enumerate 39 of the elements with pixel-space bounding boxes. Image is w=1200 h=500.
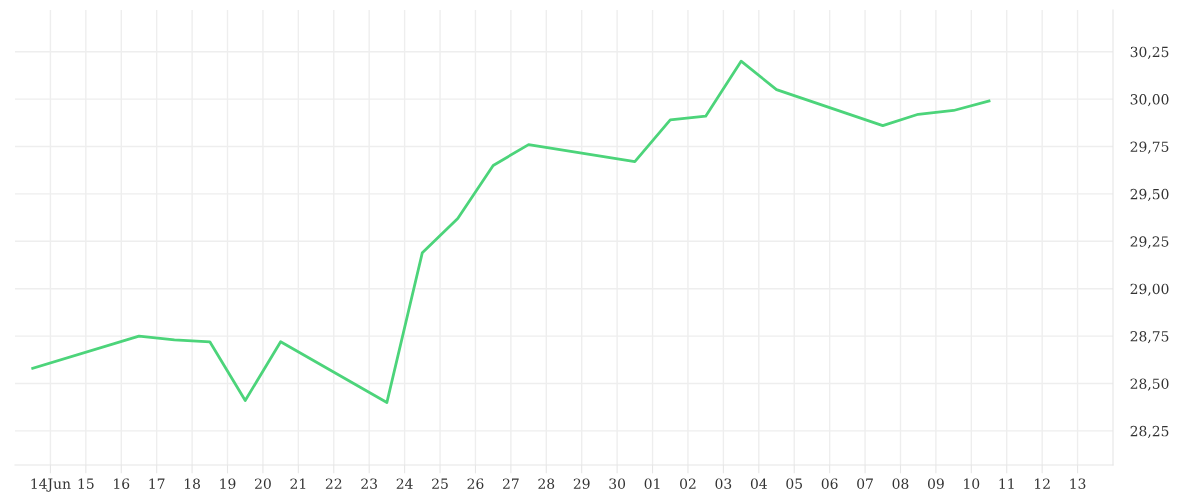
x-tick-label: 22 xyxy=(325,478,342,489)
x-tick-label: 17 xyxy=(149,478,165,489)
x-tick-label: 14Jun xyxy=(31,478,71,492)
y-tick-label: 29,25 xyxy=(1130,236,1169,249)
x-tick-label: 05 xyxy=(786,478,802,489)
x-tick-label: 13 xyxy=(1070,478,1086,489)
x-tick-label: 07 xyxy=(857,478,873,489)
x-tick-label: 03 xyxy=(715,478,732,489)
y-tick-label: 30,25 xyxy=(1130,46,1169,59)
x-tick-label: 28 xyxy=(538,478,555,489)
x-tick-label: 15 xyxy=(78,478,94,489)
x-tick-label: 25 xyxy=(432,478,448,489)
x-tick-label: 21 xyxy=(290,478,306,489)
y-tick-label: 29,50 xyxy=(1130,188,1169,202)
x-tick-label: 27 xyxy=(502,478,519,489)
x-tick-label: 06 xyxy=(821,478,838,489)
x-tick-label: 18 xyxy=(184,478,200,489)
y-tick-label: 29,00 xyxy=(1130,283,1169,296)
y-tick-label: 30,00 xyxy=(1130,94,1169,107)
y-tick-label: 28,75 xyxy=(1130,331,1169,344)
x-tick-label: 04 xyxy=(750,478,767,489)
x-tick-label: 30 xyxy=(609,478,626,489)
x-tick-label: 12 xyxy=(1035,478,1050,489)
x-tick-label: 01 xyxy=(644,478,660,489)
x-tick-label: 16 xyxy=(114,478,130,489)
y-tick-label: 28,25 xyxy=(1130,425,1169,439)
x-tick-label: 26 xyxy=(467,478,484,489)
y-tick-label: 28,50 xyxy=(1130,378,1169,391)
x-tick-label: 19 xyxy=(220,478,236,489)
y-tick-label: 29,75 xyxy=(1130,141,1169,154)
x-tick-label: 08 xyxy=(892,478,909,489)
x-tick-label: 24 xyxy=(396,478,413,489)
x-tick-label: 29 xyxy=(573,478,590,489)
x-tick-label: 10 xyxy=(964,478,980,489)
x-tick-label: 11 xyxy=(999,478,1014,489)
x-tick-label: 23 xyxy=(361,478,377,489)
x-tick-label: 02 xyxy=(680,478,696,489)
x-tick-label: 20 xyxy=(255,478,271,489)
x-tick-label: 09 xyxy=(927,478,944,489)
